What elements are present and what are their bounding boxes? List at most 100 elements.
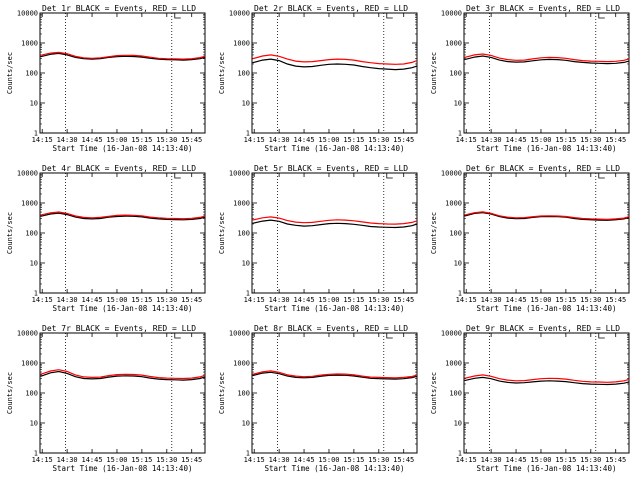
y-tick-label: 1 bbox=[458, 130, 462, 138]
plot-frame bbox=[463, 12, 630, 134]
panel-det-9r: Det 9r BLACK = Events, RED = LLD 1 10 100 10… bbox=[430, 324, 630, 473]
y-tick-label: 100 bbox=[449, 390, 462, 398]
panel-title: Det 2r BLACK = Events, RED = LLD bbox=[254, 4, 408, 13]
panel-title: Det 3r BLACK = Events, RED = LLD bbox=[466, 4, 620, 13]
y-axis-label: Counts/sec bbox=[6, 372, 14, 414]
x-tick-label: 14:15 bbox=[244, 456, 265, 464]
interval-bracket-mark bbox=[386, 333, 393, 339]
x-tick-label: 15:30 bbox=[156, 136, 177, 144]
y-tick-label: 10 bbox=[30, 260, 38, 268]
x-axis-label: Start Time (16-Jan-08 14:13:40) bbox=[53, 464, 193, 473]
plot-frame bbox=[39, 332, 206, 454]
x-tick-label: 14:15 bbox=[244, 296, 265, 304]
y-tick-label: 10000 bbox=[229, 10, 250, 18]
x-tick-label: 15:15 bbox=[343, 456, 364, 464]
y-tick-label: 100 bbox=[237, 390, 250, 398]
series-line-lld bbox=[252, 216, 418, 225]
x-tick-label: 15:30 bbox=[580, 136, 601, 144]
x-axis-label: Start Time (16-Jan-08 14:13:40) bbox=[477, 464, 617, 473]
plot-frame bbox=[39, 12, 206, 134]
y-tick-label: 1000 bbox=[233, 40, 250, 48]
series-line-events bbox=[464, 211, 630, 221]
y-tick-label: 10000 bbox=[229, 170, 250, 178]
y-tick-label: 10000 bbox=[17, 170, 38, 178]
x-axis-label: Start Time (16-Jan-08 14:13:40) bbox=[265, 304, 405, 313]
panel-title: Det 9r BLACK = Events, RED = LLD bbox=[466, 324, 620, 333]
y-tick-label: 1000 bbox=[233, 360, 250, 368]
panel-det-8r: Det 8r BLACK = Events, RED = LLD 1 10 100 10… bbox=[218, 324, 418, 473]
plot-frame bbox=[251, 12, 418, 134]
interval-bracket-mark bbox=[174, 173, 181, 179]
y-tick-label: 10 bbox=[242, 420, 250, 428]
x-tick-label: 15:45 bbox=[605, 136, 626, 144]
x-tick-label: 14:30 bbox=[269, 456, 290, 464]
series-line-events bbox=[40, 52, 206, 61]
plot-frame bbox=[251, 332, 418, 454]
x-tick-label: 15:00 bbox=[106, 136, 127, 144]
plot-frame bbox=[251, 172, 418, 294]
interval-bracket-mark bbox=[174, 13, 181, 19]
y-tick-label: 1 bbox=[34, 290, 38, 298]
x-tick-label: 14:45 bbox=[294, 296, 315, 304]
y-tick-label: 1000 bbox=[21, 200, 38, 208]
y-tick-label: 10000 bbox=[17, 10, 38, 18]
y-tick-label: 100 bbox=[25, 230, 38, 238]
series-line-lld bbox=[40, 211, 206, 220]
x-tick-label: 14:15 bbox=[32, 456, 53, 464]
y-tick-label: 100 bbox=[449, 70, 462, 78]
series-line-events bbox=[464, 55, 630, 65]
y-tick-label: 1 bbox=[246, 450, 250, 458]
x-tick-label: 15:30 bbox=[368, 456, 389, 464]
x-axis-label: Start Time (16-Jan-08 14:13:40) bbox=[53, 144, 193, 153]
series-line-lld bbox=[252, 54, 418, 65]
x-tick-label: 15:00 bbox=[530, 456, 551, 464]
x-tick-label: 15:30 bbox=[156, 296, 177, 304]
x-tick-label: 15:15 bbox=[343, 296, 364, 304]
y-tick-label: 100 bbox=[25, 70, 38, 78]
panel-title: Det 7r BLACK = Events, RED = LLD bbox=[42, 324, 196, 333]
y-tick-label: 1000 bbox=[445, 40, 462, 48]
x-tick-label: 15:15 bbox=[555, 456, 576, 464]
panel-det-6r: Det 6r BLACK = Events, RED = LLD 1 10 100 10… bbox=[430, 164, 630, 313]
plot-frame bbox=[39, 172, 206, 294]
interval-bracket-mark bbox=[598, 173, 605, 179]
panel-det-3r: Det 3r BLACK = Events, RED = LLD 1 10 100 10… bbox=[430, 4, 630, 153]
series-line-events bbox=[252, 219, 418, 229]
plot-frame bbox=[463, 332, 630, 454]
y-tick-label: 10 bbox=[242, 100, 250, 108]
x-tick-label: 14:30 bbox=[57, 136, 78, 144]
panel-det-4r: Det 4r BLACK = Events, RED = LLD 1 10 100 10… bbox=[6, 164, 206, 313]
y-axis-label: Counts/sec bbox=[430, 52, 438, 94]
y-tick-label: 1 bbox=[458, 290, 462, 298]
x-tick-label: 14:30 bbox=[481, 296, 502, 304]
y-tick-label: 1000 bbox=[21, 40, 38, 48]
y-axis-label: Counts/sec bbox=[218, 212, 226, 254]
y-tick-label: 100 bbox=[25, 390, 38, 398]
series-line-events bbox=[464, 376, 630, 386]
x-tick-label: 15:00 bbox=[106, 296, 127, 304]
series-line-lld bbox=[252, 370, 418, 379]
x-tick-label: 15:30 bbox=[580, 456, 601, 464]
x-tick-label: 15:45 bbox=[181, 296, 202, 304]
y-tick-label: 10 bbox=[454, 420, 462, 428]
x-tick-label: 14:15 bbox=[456, 296, 477, 304]
x-axis-label: Start Time (16-Jan-08 14:13:40) bbox=[477, 304, 617, 313]
x-tick-label: 15:00 bbox=[530, 296, 551, 304]
x-tick-label: 14:45 bbox=[82, 456, 103, 464]
x-axis-label: Start Time (16-Jan-08 14:13:40) bbox=[53, 304, 193, 313]
x-tick-label: 14:45 bbox=[506, 456, 527, 464]
interval-bracket-mark bbox=[386, 13, 393, 19]
x-tick-label: 15:45 bbox=[393, 456, 414, 464]
x-tick-label: 15:15 bbox=[131, 456, 152, 464]
y-tick-label: 10000 bbox=[441, 170, 462, 178]
x-tick-label: 15:30 bbox=[156, 456, 177, 464]
series-line-events bbox=[40, 370, 206, 381]
y-tick-label: 1000 bbox=[445, 360, 462, 368]
y-axis-label: Counts/sec bbox=[218, 52, 226, 94]
x-tick-label: 15:30 bbox=[580, 296, 601, 304]
x-tick-label: 15:00 bbox=[318, 296, 339, 304]
x-tick-label: 15:45 bbox=[605, 296, 626, 304]
x-tick-label: 14:30 bbox=[481, 456, 502, 464]
x-tick-label: 15:30 bbox=[368, 296, 389, 304]
